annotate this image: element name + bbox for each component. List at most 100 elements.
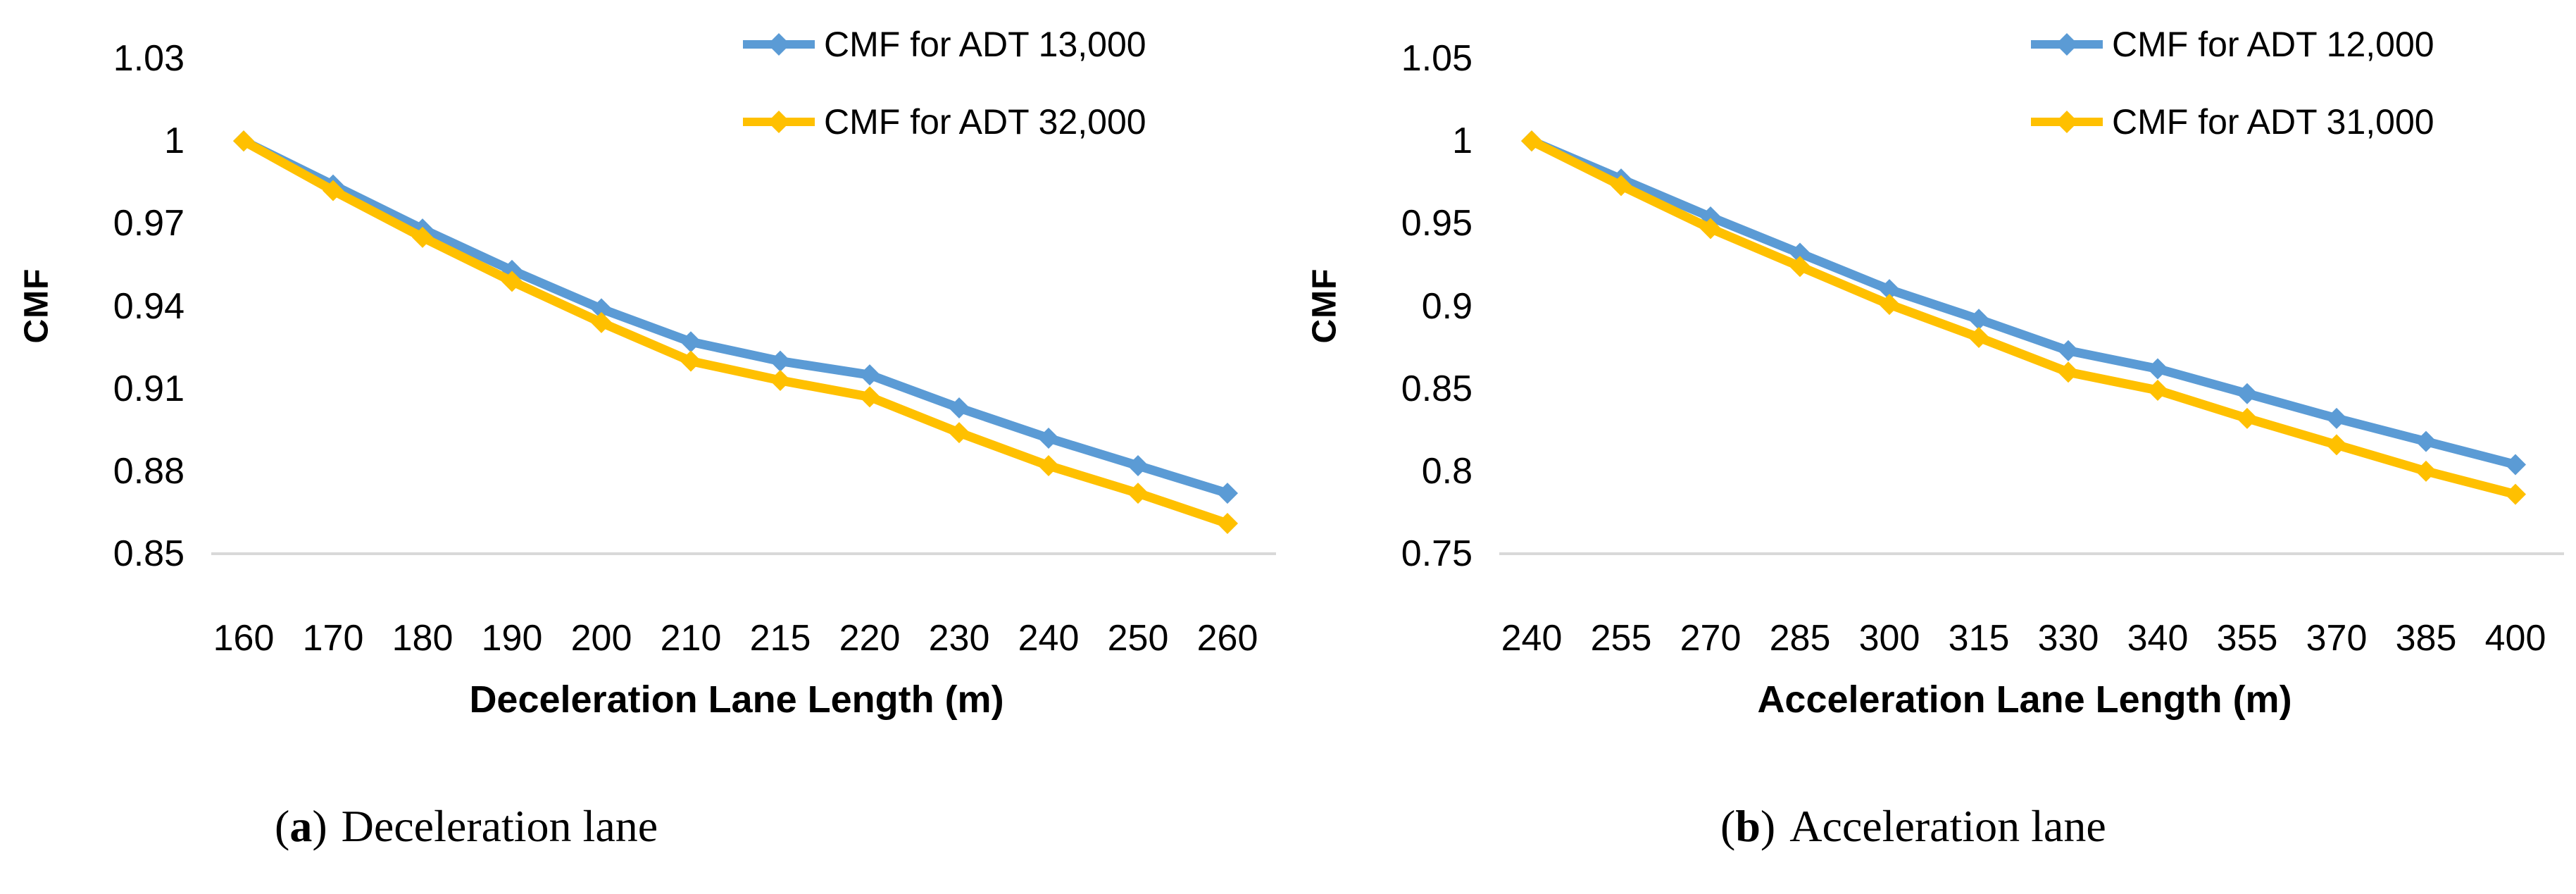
data-point-marker <box>1038 427 1059 449</box>
x-tick-label: 250 <box>1107 618 1169 659</box>
legend-marker-diamond-icon <box>2056 111 2078 133</box>
series-line-0 <box>239 136 1232 498</box>
y-tick-label: 1 <box>1452 120 1473 162</box>
x-tick-label: 180 <box>392 618 454 659</box>
caption-letter: b <box>1735 801 1761 851</box>
y-tick-label: 0.88 <box>113 450 185 492</box>
data-point-marker <box>1217 483 1238 504</box>
x-axis-tick-labels: 160 170 180 190 200 210 215 220 230 240 250 260 <box>0 617 1288 666</box>
data-point-marker <box>2326 434 2347 456</box>
data-point-marker <box>1968 309 1989 330</box>
caption-paren-open: ( <box>275 801 290 851</box>
data-point-marker <box>1879 279 1900 301</box>
legend-swatch <box>743 111 815 133</box>
chart-panel-deceleration: CMF 1.03 1 0.97 0.94 0.91 0.88 0.85 160 170 180 1… <box>0 25 1288 851</box>
x-tick-label: 240 <box>1018 618 1080 659</box>
x-tick-label: 230 <box>928 618 990 659</box>
y-axis-tick-labels: 1.05 1 0.95 0.9 0.85 0.8 0.75 <box>1288 0 1473 894</box>
x-tick-label: 340 <box>2127 618 2189 659</box>
caption-paren-close: ) <box>312 801 327 851</box>
y-tick-label: 0.85 <box>1401 368 1473 409</box>
data-point-marker <box>1700 218 1721 240</box>
x-axis-title: Acceleration Lane Length (m) <box>1757 678 2292 721</box>
line-plot-deceleration <box>211 130 1276 555</box>
y-tick-label: 0.75 <box>1401 533 1473 574</box>
x-tick-label: 255 <box>1590 618 1652 659</box>
chart-panel-acceleration: CMF 1.05 1 0.95 0.9 0.85 0.8 0.75 240 255 270 285… <box>1288 0 2576 894</box>
data-point-marker <box>680 331 701 353</box>
x-tick-label: 170 <box>302 618 364 659</box>
data-point-marker <box>2415 430 2437 452</box>
data-point-marker <box>2326 407 2347 429</box>
data-point-marker <box>1968 327 1989 349</box>
legend-swatch <box>2031 33 2103 56</box>
data-point-marker <box>591 298 612 320</box>
x-tick-label: 370 <box>2306 618 2368 659</box>
data-point-marker <box>1611 175 1632 197</box>
y-tick-label: 1 <box>164 120 185 162</box>
x-tick-label: 270 <box>1680 618 1742 659</box>
data-point-marker <box>2237 407 2258 429</box>
data-point-marker <box>1127 455 1149 477</box>
y-tick-label: 0.95 <box>1401 203 1473 244</box>
legend-label: CMF for ADT 32,000 <box>824 102 1146 142</box>
series-line-1 <box>239 136 1232 528</box>
legend-swatch <box>2031 111 2103 133</box>
y-tick-label: 1.05 <box>1401 38 1473 79</box>
x-tick-label: 300 <box>1858 618 1920 659</box>
data-point-marker <box>2415 460 2437 482</box>
y-tick-label: 0.9 <box>1421 285 1473 327</box>
data-point-marker <box>2147 380 2168 402</box>
x-axis-title: Deceleration Lane Length (m) <box>469 678 1004 721</box>
data-point-marker <box>2147 358 2168 380</box>
data-point-marker <box>1789 256 1811 278</box>
data-point-marker <box>770 350 791 372</box>
caption-paren-open: ( <box>1720 801 1736 851</box>
legend-marker-diamond-icon <box>768 111 790 133</box>
data-point-marker <box>1521 130 1542 152</box>
caption-paren-close: ) <box>1760 801 1776 851</box>
x-axis-tick-labels: 240 255 270 285 300 315 330 340 355 370 385 400 <box>1288 617 2576 666</box>
x-tick-label: 315 <box>1948 618 2010 659</box>
x-tick-label: 190 <box>481 618 543 659</box>
x-tick-label: 200 <box>570 618 632 659</box>
legend: CMF for ADT 12,000 CMF for ADT 31,000 <box>2029 6 2434 161</box>
data-point-marker <box>1217 513 1238 535</box>
legend-marker-diamond-icon <box>2056 33 2078 56</box>
data-point-marker <box>1879 294 1900 316</box>
data-point-marker <box>1038 455 1059 477</box>
data-point-marker <box>770 369 791 391</box>
data-point-marker <box>1127 483 1149 504</box>
data-point-marker <box>680 350 701 372</box>
data-point-marker <box>1789 242 1811 264</box>
legend-label: CMF for ADT 13,000 <box>824 25 1146 64</box>
series-line-1 <box>1527 136 2520 499</box>
legend-item: CMF for ADT 31,000 <box>2029 83 2434 161</box>
x-tick-label: 330 <box>2037 618 2099 659</box>
data-point-marker <box>591 311 612 333</box>
y-tick-label: 0.91 <box>113 368 185 409</box>
y-tick-label: 1.03 <box>113 38 185 79</box>
data-point-marker <box>2505 483 2526 505</box>
caption-text: Deceleration lane <box>341 801 658 851</box>
x-tick-label: 355 <box>2216 618 2278 659</box>
data-point-marker <box>859 386 880 408</box>
caption-text: Acceleration lane <box>1789 801 2106 851</box>
x-tick-label: 285 <box>1769 618 1831 659</box>
data-point-marker <box>2505 454 2526 476</box>
x-tick-label: 240 <box>1501 618 1563 659</box>
legend-item: CMF for ADT 32,000 <box>741 83 1146 161</box>
legend-item: CMF for ADT 12,000 <box>2029 6 2434 83</box>
x-tick-label: 220 <box>839 618 901 659</box>
data-point-marker <box>233 130 254 152</box>
data-point-marker <box>2058 340 2079 361</box>
x-tick-label: 160 <box>213 618 275 659</box>
line-plot-acceleration <box>1499 130 2564 555</box>
y-tick-label: 0.94 <box>113 285 185 327</box>
x-tick-label: 385 <box>2395 618 2457 659</box>
data-point-marker <box>949 397 970 419</box>
x-tick-label: 400 <box>2484 618 2546 659</box>
x-tick-label: 260 <box>1196 618 1258 659</box>
data-point-marker <box>859 364 880 386</box>
data-point-marker <box>323 180 344 201</box>
